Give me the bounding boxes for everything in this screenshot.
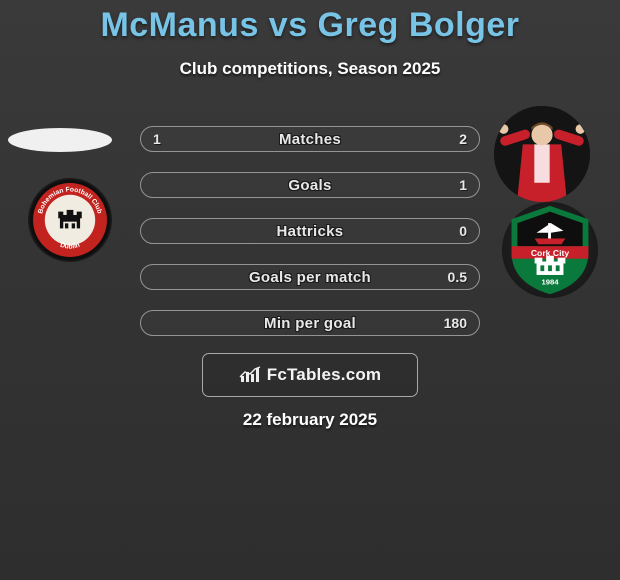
- stat-row: 1 Matches 2: [140, 126, 480, 152]
- chart-logo-icon: [239, 366, 261, 384]
- stats-block: 1 Matches 2 Goals 1 Hattricks 0 Goals pe…: [140, 126, 480, 356]
- stat-row: Min per goal 180: [140, 310, 480, 336]
- stat-right-value: 1: [459, 177, 467, 193]
- date-text: 22 february 2025: [0, 410, 620, 430]
- page-title: McManus vs Greg Bolger: [0, 0, 620, 45]
- stat-row: Goals per match 0.5: [140, 264, 480, 290]
- brand-text: FcTables.com: [267, 365, 382, 385]
- player-left-photo: [8, 128, 112, 152]
- cork-city-badge-icon: Cork City 1984: [502, 202, 598, 298]
- stat-row: Goals 1: [140, 172, 480, 198]
- club-badge-right: Cork City 1984: [502, 202, 598, 298]
- stat-right-value: 0: [459, 223, 467, 239]
- player-right-svg: [494, 106, 590, 202]
- stat-label: Matches: [279, 131, 341, 148]
- subtitle: Club competitions, Season 2025: [0, 59, 620, 79]
- stat-right-value: 180: [444, 315, 467, 331]
- comparison-card: McManus vs Greg Bolger Club competitions…: [0, 0, 620, 442]
- stat-label: Hattricks: [277, 223, 344, 240]
- badge-right-year: 1984: [541, 278, 559, 287]
- stat-label: Min per goal: [264, 315, 356, 332]
- stat-right-value: 2: [459, 131, 467, 147]
- player-right-photo: [494, 106, 590, 202]
- brand-box: FcTables.com: [202, 353, 418, 397]
- stat-left-value: 1: [153, 131, 161, 147]
- bohemian-badge-icon: Bohemian Football Club Dublin: [28, 178, 112, 262]
- club-badge-left: Bohemian Football Club Dublin: [28, 178, 112, 262]
- stat-label: Goals: [288, 177, 331, 194]
- stat-right-value: 0.5: [448, 269, 467, 285]
- stat-row: Hattricks 0: [140, 218, 480, 244]
- stat-label: Goals per match: [249, 269, 371, 286]
